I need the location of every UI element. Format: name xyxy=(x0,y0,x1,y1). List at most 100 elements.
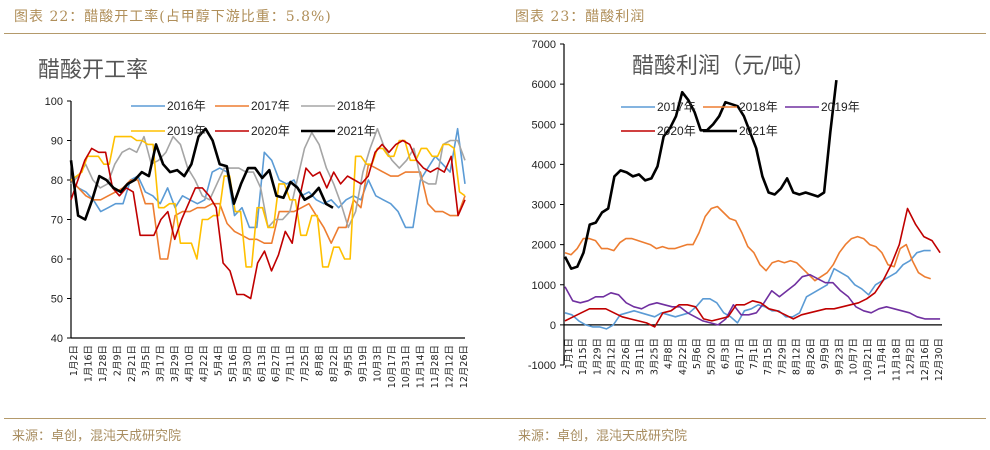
x-tick-label: 11月14日 xyxy=(416,345,427,388)
y-tick-label: 5000 xyxy=(532,119,556,131)
series-line-2019年 xyxy=(70,135,466,268)
y-tick-label: 70 xyxy=(51,215,63,227)
x-tick-label: 7月15日 xyxy=(763,338,774,375)
x-tick-label: 2月21日 xyxy=(127,345,138,382)
y-tick-label: 50 xyxy=(51,294,63,306)
x-tick-label: 12月30日 xyxy=(934,338,945,381)
chart-title: 醋酸开工率 xyxy=(38,58,148,83)
x-tick-label: 3月17日 xyxy=(156,345,167,382)
x-tick-label: 12月26日 xyxy=(459,345,470,388)
left-chart: 醋酸开工率 40 50 60 70 80 90 100 1月2日 1月16日 1月28日 2月9日 2月… xyxy=(38,58,470,388)
right-source: 来源：卓创，混沌天成研究院 xyxy=(518,429,688,444)
x-tick-label: 10月17日 xyxy=(387,345,398,388)
x-tick-label: 2月12日 xyxy=(607,338,618,375)
left-figure-title: 图表 22：醋酸开工率(占甲醇下游比重：5.8%) xyxy=(14,9,332,25)
legend-label: 2019年 xyxy=(167,124,206,138)
y-tick-label: 6000 xyxy=(532,79,556,91)
y-tick-label: 4000 xyxy=(532,159,556,171)
x-tick-label: 8月8日 xyxy=(315,345,326,376)
legend-label: 2017年 xyxy=(251,99,290,113)
x-tick-label: 5月6日 xyxy=(692,338,703,369)
x-tick-label: 7月11日 xyxy=(286,345,297,382)
bottom-rule xyxy=(4,418,986,419)
series-line-2021年 xyxy=(69,127,334,221)
legend-label: 2021年 xyxy=(739,124,778,138)
y-tick-label: 100 xyxy=(45,96,63,108)
chart-title: 醋酸利润（元/吨） xyxy=(632,54,815,79)
x-tick-label: 12月12日 xyxy=(445,345,456,388)
y-tick-label: 90 xyxy=(51,136,63,148)
y-tick-label: 40 xyxy=(51,333,63,345)
x-tick-label: 1月2日 xyxy=(69,345,80,376)
x-tick-label: 9月19日 xyxy=(358,345,369,382)
x-tick-label: 7月1日 xyxy=(749,338,760,369)
x-tick-label: 1月28日 xyxy=(98,345,109,382)
legend-label: 2019年 xyxy=(821,100,860,114)
y-tick-label: 7000 xyxy=(532,39,556,51)
y-tick-label: 2000 xyxy=(532,240,556,252)
x-tick-label: 5月16日 xyxy=(228,345,239,382)
y-tick-label: 60 xyxy=(51,254,63,266)
legend-label: 2018年 xyxy=(337,99,376,113)
x-tick-label: 5月20日 xyxy=(706,338,717,375)
series-line-2017年 xyxy=(564,249,931,330)
series-line-2020年 xyxy=(70,139,466,300)
x-tick-label: 9月5日 xyxy=(343,345,354,376)
x-tick-label: 11月4日 xyxy=(877,338,888,375)
x-tick-label: 7月25日 xyxy=(300,345,311,382)
x-tick-label: 9月9日 xyxy=(820,338,831,369)
x-tick-label: 2月26日 xyxy=(621,338,632,375)
x-tick-label: 12月16日 xyxy=(920,338,931,381)
x-tick-label: 2月9日 xyxy=(112,345,123,376)
x-tick-label: 3月25日 xyxy=(649,338,660,375)
x-tick-label: 1月29日 xyxy=(592,338,603,375)
y-tick-label: 3000 xyxy=(532,200,556,212)
x-tick-label: 6月27日 xyxy=(271,345,282,382)
y-tick-label: 1000 xyxy=(532,280,556,292)
x-tick-label: 3月29日 xyxy=(170,345,181,382)
series-line-2018年 xyxy=(564,205,931,282)
right-chart: 醋酸利润（元/吨） -1000 0 1000 2000 3000 4000 5000 6000 7… xyxy=(528,39,945,381)
legend-label: 2021年 xyxy=(337,124,376,138)
x-tick-label: 6月17日 xyxy=(735,338,746,375)
x-tick-label: 4月8日 xyxy=(664,338,675,369)
series-line-2021年 xyxy=(563,79,838,271)
series-line-2020年 xyxy=(564,207,941,328)
legend-label: 2020年 xyxy=(251,124,290,138)
x-tick-label: 10月31日 xyxy=(401,345,412,388)
series-line-2017年 xyxy=(70,163,466,260)
x-tick-label: 6月3日 xyxy=(721,338,732,369)
x-tick-label: 11月18日 xyxy=(891,338,902,381)
x-tick-label: 6月13日 xyxy=(257,345,268,382)
legend-label: 2020年 xyxy=(657,124,696,138)
x-tick-label: 1月1日 xyxy=(564,338,575,369)
top-rule xyxy=(4,33,986,34)
x-tick-label: 4月22日 xyxy=(678,338,689,375)
legend-label: 2016年 xyxy=(167,99,206,113)
x-tick-label: 7月29日 xyxy=(777,338,788,375)
x-tick-label: 5月30日 xyxy=(242,345,253,382)
x-tick-label: 4月22日 xyxy=(199,345,210,382)
y-tick-label: -1000 xyxy=(528,360,556,372)
series-line-2019年 xyxy=(564,273,941,326)
legend-label: 2017年 xyxy=(657,100,696,114)
legend-label: 2018年 xyxy=(739,100,778,114)
x-tick-label: 3月11日 xyxy=(635,338,646,375)
x-tick-label: 8月26日 xyxy=(806,338,817,375)
left-source: 来源：卓创，混沌天成研究院 xyxy=(12,429,182,444)
x-tick-label: 1月15日 xyxy=(578,338,589,375)
x-tick-label: 12月2日 xyxy=(906,338,917,375)
x-tick-label: 5月4日 xyxy=(213,345,224,376)
x-tick-label: 10月21日 xyxy=(863,338,874,381)
right-figure-title: 图表 23：醋酸利润 xyxy=(515,9,646,25)
y-tick-label: 80 xyxy=(51,175,63,187)
x-tick-label: 3月5日 xyxy=(141,345,152,376)
x-tick-label: 8月22日 xyxy=(329,345,340,382)
x-tick-label: 8月12日 xyxy=(792,338,803,375)
x-tick-label: 10月7日 xyxy=(849,338,860,375)
x-tick-label: 4月10日 xyxy=(185,345,196,382)
x-tick-label: 11月28日 xyxy=(430,345,441,388)
x-tick-label: 1月16日 xyxy=(83,345,94,382)
y-tick-label: 0 xyxy=(550,320,556,332)
x-tick-label: 9月23日 xyxy=(834,338,845,375)
